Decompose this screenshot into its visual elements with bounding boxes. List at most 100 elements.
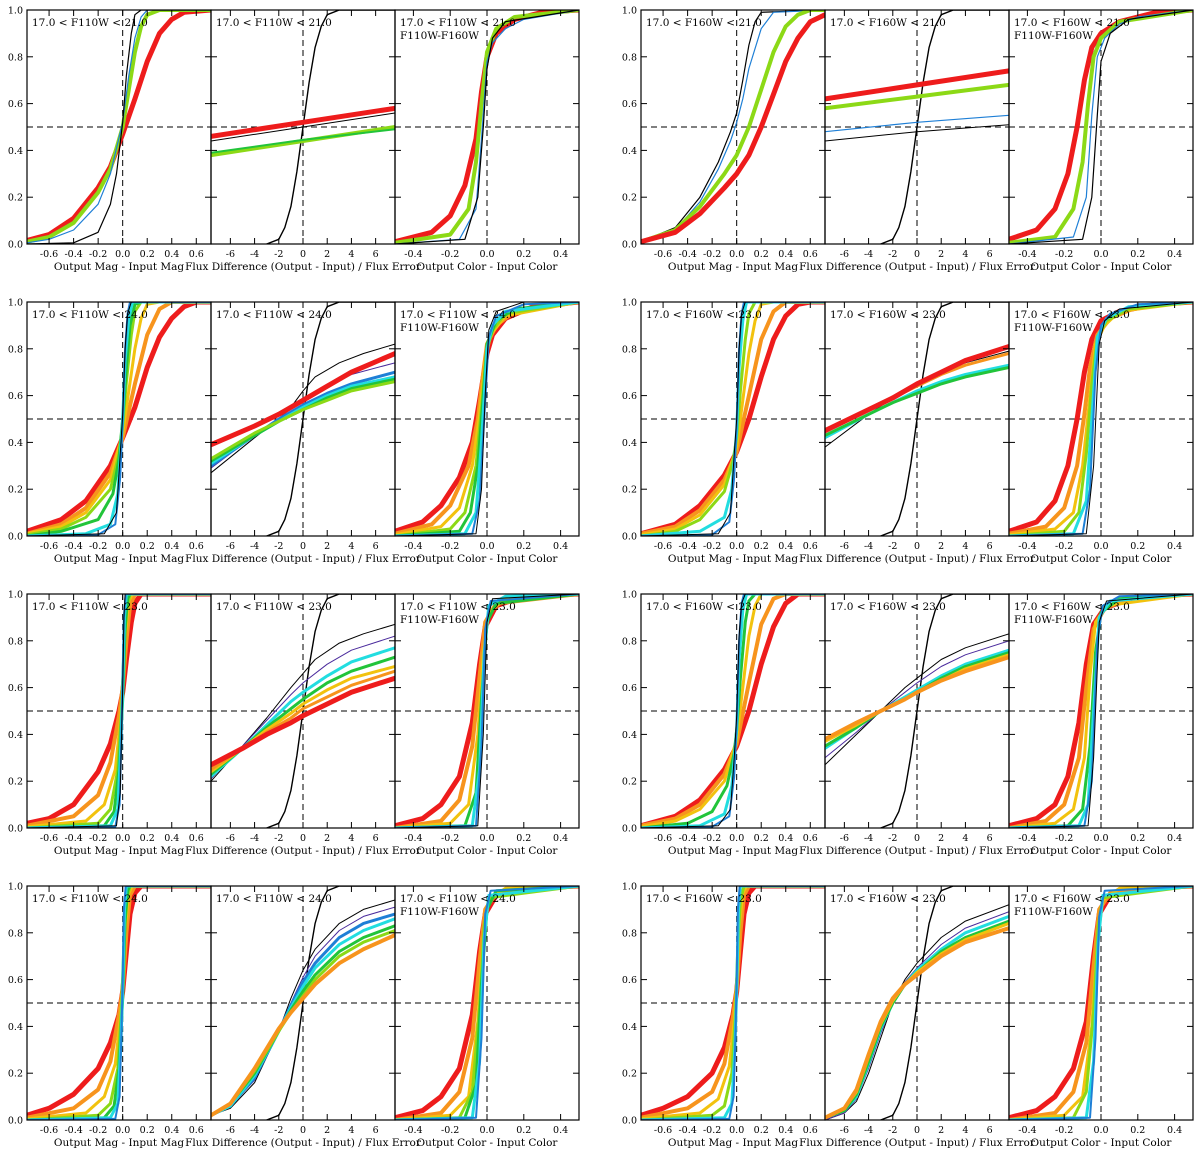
panel-color-label: F110W-F160W <box>400 614 479 626</box>
panel-range-label: 17.0 < F110W < 23.0 <box>32 601 148 613</box>
x-tick-label: 0.0 <box>729 833 744 844</box>
x-tick-label: 0.0 <box>729 1125 744 1136</box>
series-group <box>825 302 1009 536</box>
y-tick-label: 0.4 <box>8 730 23 741</box>
x-axis-label: Flux Difference (Output - Input) / Flux … <box>799 553 1036 565</box>
y-tick-label: 0.0 <box>622 824 637 835</box>
series-line-orange-6 <box>825 926 1009 1120</box>
x-tick-label: -2 <box>274 541 283 552</box>
x-tick-label: -0.4 <box>404 833 422 844</box>
x-tick-label: 0.2 <box>140 249 155 260</box>
x-tick-label: -0.2 <box>441 541 459 552</box>
series-group <box>825 594 1009 828</box>
series-line-blue-5 <box>1009 302 1193 536</box>
x-axis-label: Output Color - Input Color <box>417 845 559 857</box>
series-line-orange-1 <box>641 594 825 828</box>
series-line-lime-6 <box>211 380 395 461</box>
x-tick-label: 0.4 <box>778 249 793 260</box>
x-tick-label: 0.4 <box>164 833 179 844</box>
series-group <box>395 10 579 244</box>
y-tick-label: 0.4 <box>622 1022 637 1033</box>
y-tick-label: 0.6 <box>8 391 23 402</box>
x-tick-label: 0.0 <box>115 249 130 260</box>
series-line-black-0 <box>266 10 395 244</box>
y-tick-label: 1.0 <box>8 882 23 893</box>
x-axis-label: Output Color - Input Color <box>1031 261 1173 273</box>
y-tick-label: 0.6 <box>8 975 23 986</box>
figure-block-row3-left: -0.6 -0.4 -0.2 0.0 0.2 0.4 0.6 Output Mag - Inp… <box>8 882 580 1149</box>
series-line-blue-3 <box>825 114 1009 133</box>
y-tick-label: 0.4 <box>8 146 23 157</box>
series-line-blue-2 <box>395 10 579 244</box>
y-tick-label: 0.4 <box>8 438 23 449</box>
y-tick-label: 0.8 <box>622 344 637 355</box>
x-tick-label: -0.2 <box>441 1125 459 1136</box>
y-tick-label: 0.0 <box>8 1116 23 1127</box>
y-tick-label: 1.0 <box>622 298 637 309</box>
x-tick-label: 0.4 <box>778 833 793 844</box>
x-tick-label: -6 <box>226 833 235 844</box>
panel-range-label: 17.0 < F110W < 21.0 <box>216 17 332 29</box>
y-tick-label: 0.2 <box>8 193 23 204</box>
series-line-black-6 <box>395 594 579 828</box>
x-tick-label: 0 <box>300 541 306 552</box>
x-tick-label: 4 <box>962 541 968 552</box>
x-tick-label: -0.6 <box>654 541 672 552</box>
x-tick-label: 0.2 <box>516 249 531 260</box>
x-tick-label: -2 <box>274 1125 283 1136</box>
x-axis-label: Flux Difference (Output - Input) / Flux … <box>185 261 422 273</box>
x-tick-label: -2 <box>274 249 283 260</box>
x-tick-label: -0.4 <box>64 249 82 260</box>
x-tick-label: -4 <box>250 1125 259 1136</box>
figure-block-row2-right: -0.6 -0.4 -0.2 0.0 0.2 0.4 0.6 Output Mag - Inp… <box>622 590 1194 857</box>
x-tick-label: 0.2 <box>140 833 155 844</box>
series-line-red-0 <box>27 10 211 243</box>
y-tick-label: 0.4 <box>622 730 637 741</box>
panel-mag: -0.6 -0.4 -0.2 0.0 0.2 0.4 0.6 Output Mag - Inp… <box>622 298 826 565</box>
series-line-black-1 <box>211 623 395 782</box>
y-tick-label: 1.0 <box>8 298 23 309</box>
panel-range-label: 17.0 < F110W < 21.0 <box>32 17 148 29</box>
panel-mag: -0.6 -0.4 -0.2 0.0 0.2 0.4 0.6 Output Mag - Inp… <box>8 6 212 273</box>
x-tick-label: 2 <box>324 541 330 552</box>
x-axis-label: Output Mag - Input Mag <box>54 1137 185 1149</box>
series-group <box>395 302 579 536</box>
x-tick-label: 4 <box>962 833 968 844</box>
x-tick-label: -0.6 <box>40 833 58 844</box>
x-tick-label: 0.4 <box>778 541 793 552</box>
x-tick-label: 4 <box>348 1125 354 1136</box>
series-line-blue-5 <box>1009 886 1193 1120</box>
figure-block-row2-left: -0.6 -0.4 -0.2 0.0 0.2 0.4 0.6 Output Mag - Inp… <box>8 590 580 857</box>
x-tick-label: 0.2 <box>754 1125 769 1136</box>
x-axis-label: Output Mag - Input Mag <box>668 1137 799 1149</box>
x-tick-label: 0.2 <box>1130 249 1145 260</box>
x-tick-label: 0.6 <box>803 833 818 844</box>
series-line-orange-1 <box>27 302 211 536</box>
series-line-lime-3 <box>27 302 211 536</box>
y-tick-label: 0.0 <box>8 240 23 251</box>
x-axis-label: Flux Difference (Output - Input) / Flux … <box>185 1137 422 1149</box>
x-tick-label: 0 <box>300 1125 306 1136</box>
series-line-lime-1 <box>27 10 211 244</box>
x-tick-label: -4 <box>864 833 873 844</box>
y-tick-label: 0.0 <box>8 824 23 835</box>
series-line-red-0 <box>641 302 825 536</box>
x-tick-label: -0.4 <box>64 833 82 844</box>
x-tick-label: 0 <box>914 249 920 260</box>
series-line-black-6 <box>641 594 825 828</box>
x-tick-label: 0.2 <box>1130 833 1145 844</box>
x-tick-label: -6 <box>226 541 235 552</box>
series-line-yellow-2 <box>641 302 825 536</box>
x-tick-label: -4 <box>250 833 259 844</box>
y-tick-label: 0.6 <box>622 391 637 402</box>
x-axis-label: Output Mag - Input Mag <box>668 553 799 565</box>
y-tick-label: 0.6 <box>622 683 637 694</box>
y-tick-label: 0.4 <box>622 438 637 449</box>
panel-range-label: 17.0 < F110W < 23.0 <box>216 601 332 613</box>
y-tick-label: 1.0 <box>8 6 23 17</box>
